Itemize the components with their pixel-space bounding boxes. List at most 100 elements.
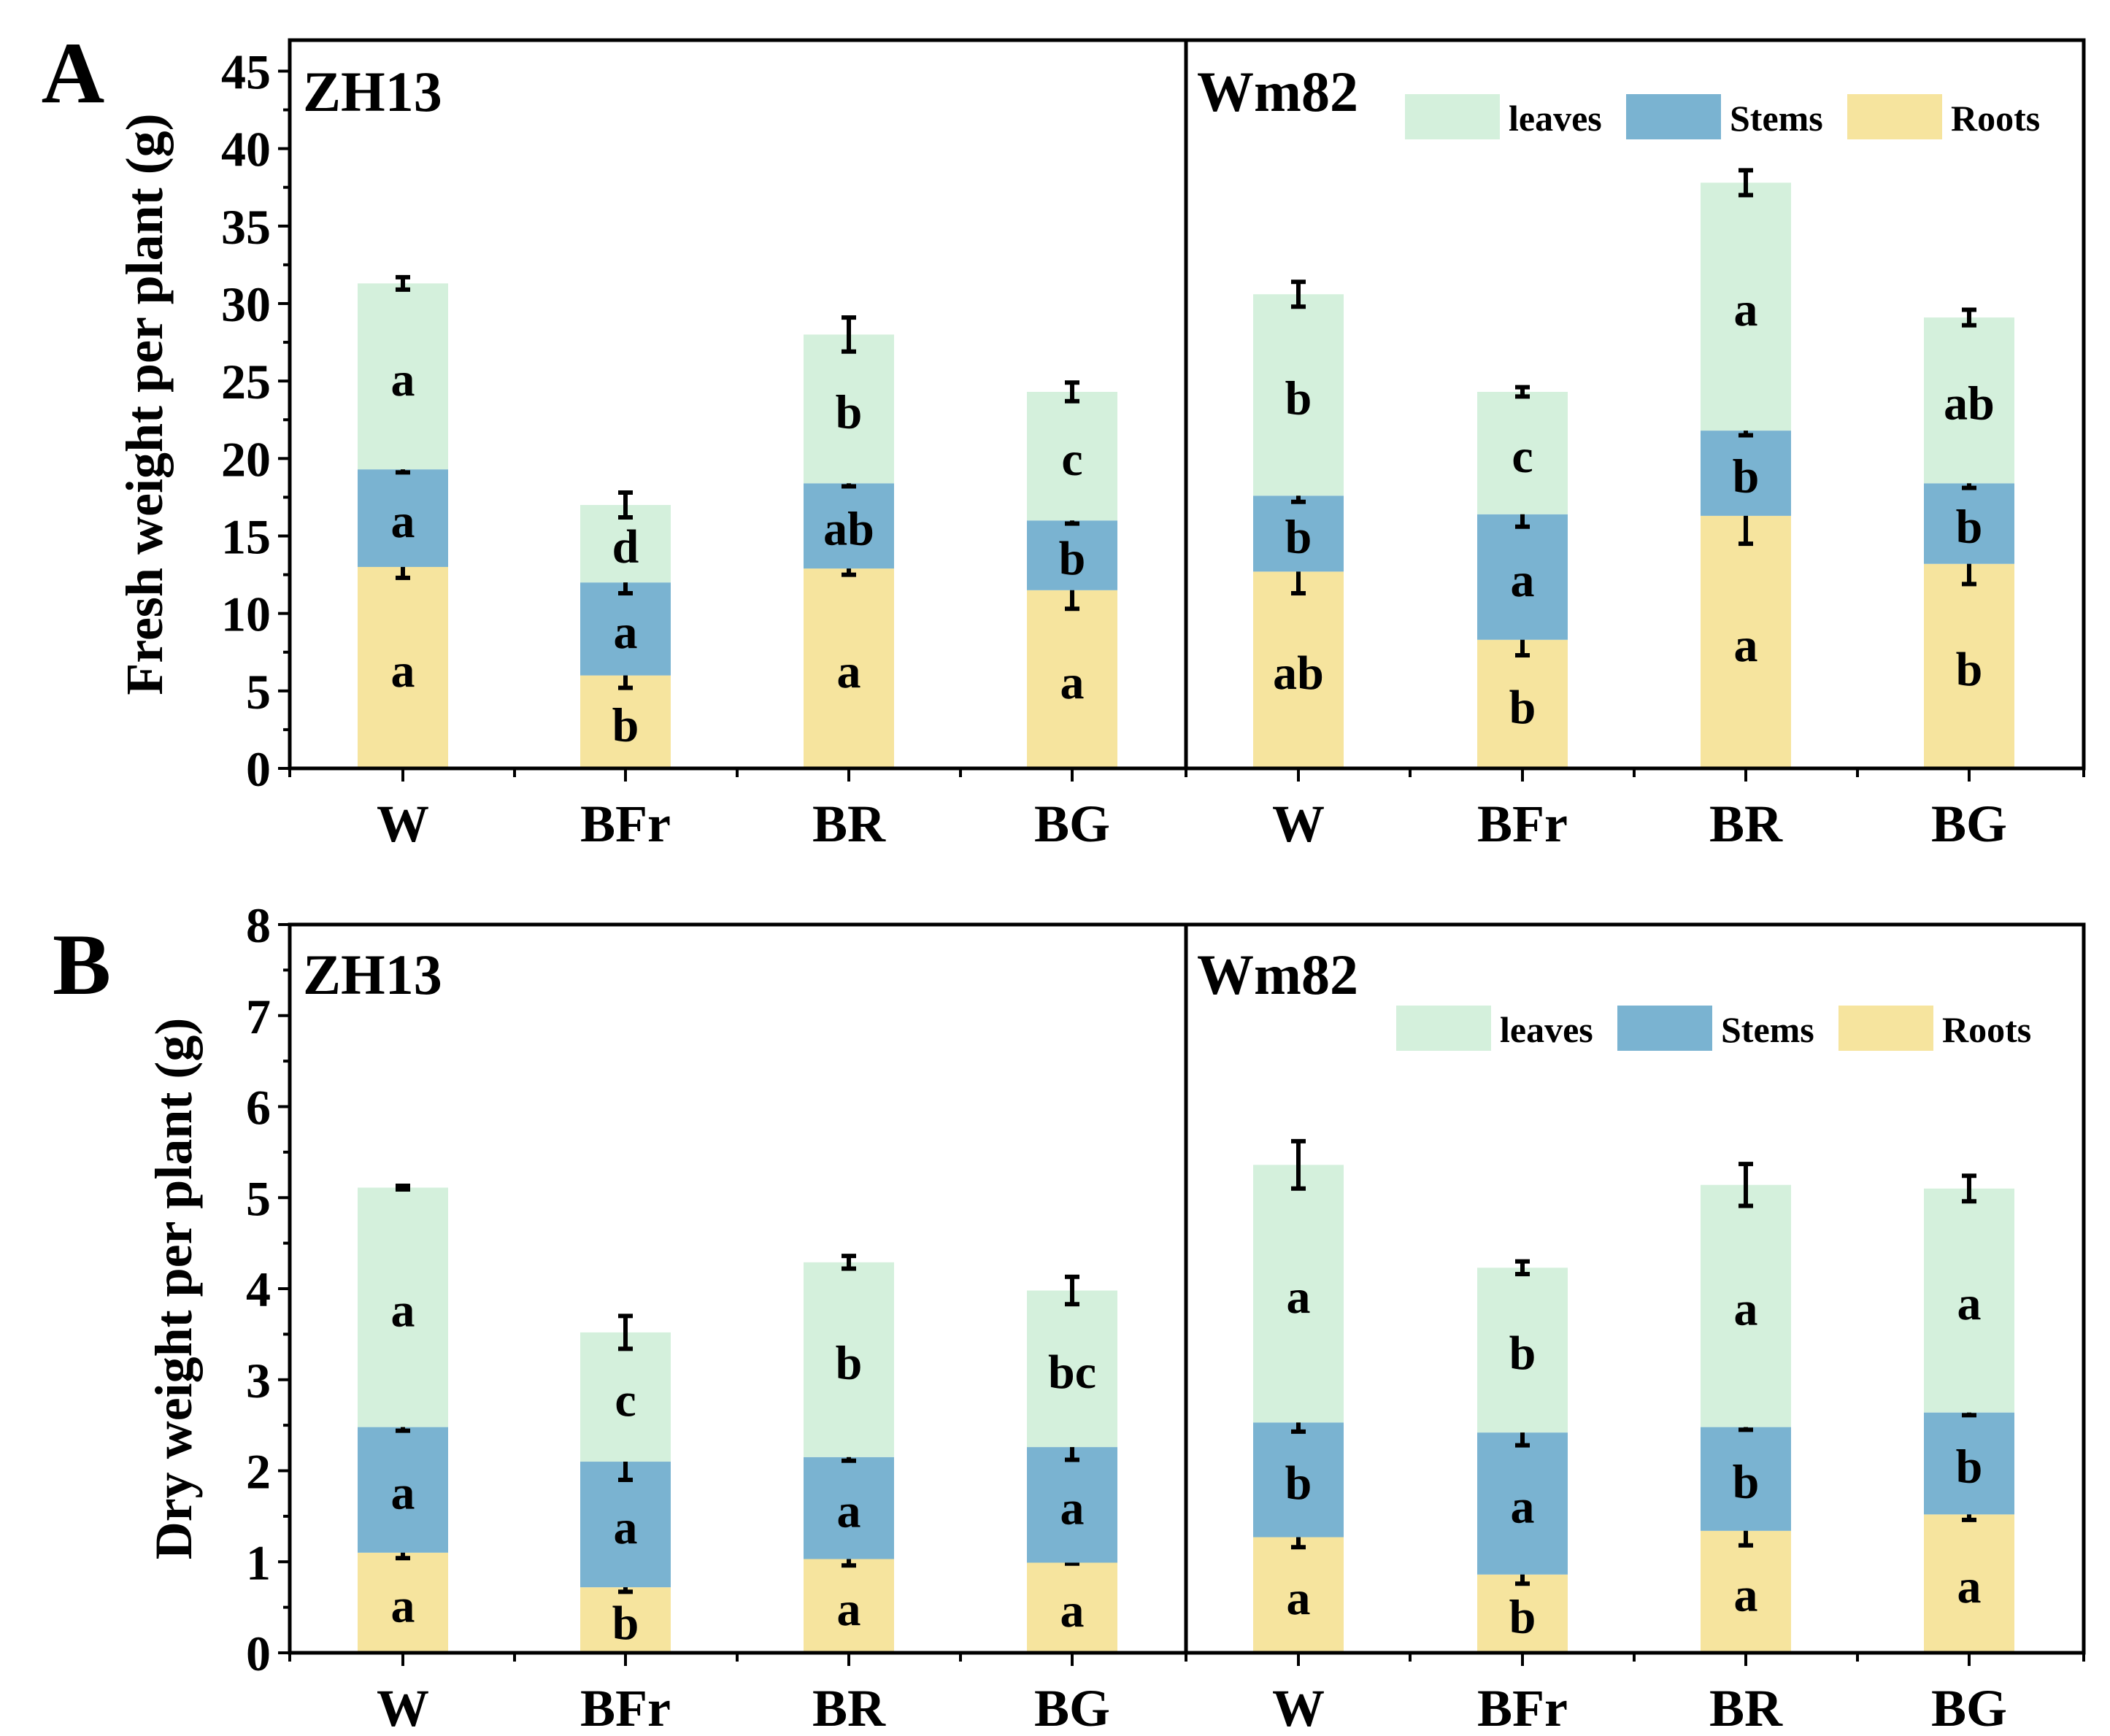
sig-letter: a: [1734, 1568, 1758, 1621]
sig-letter: a: [1511, 1480, 1535, 1533]
x-tick-label: BG: [1931, 1679, 2007, 1736]
bar-ZH13-BFr-roots: [580, 1587, 671, 1653]
sig-letter: a: [1957, 1277, 1982, 1330]
y-tick-label: 2: [246, 1444, 271, 1500]
sig-letter: b: [1956, 643, 1983, 696]
bar-ZH13-BR-leaves: [804, 334, 894, 484]
x-tick-label: BG: [1034, 795, 1110, 853]
sig-letter: a: [1734, 283, 1758, 336]
sig-letter: b: [836, 1336, 863, 1389]
error-bar: [618, 490, 633, 520]
bar-Wm82-BR-roots: [1701, 515, 1791, 768]
x-tick-label: BG: [1034, 1679, 1110, 1736]
sig-letter: c: [1061, 433, 1082, 486]
x-tick-label: W: [1272, 1679, 1325, 1736]
sig-letter: a: [1060, 1584, 1085, 1637]
bar-ZH13-BFr-leaves: [580, 1332, 671, 1462]
bar-ZH13-BG-leaves: [1027, 392, 1117, 521]
sig-letter: a: [391, 1284, 415, 1338]
error-bar: [842, 315, 856, 354]
legend-label: leaves: [1509, 98, 1602, 139]
bar-Wm82-BR-stems: [1701, 431, 1791, 516]
bar-Wm82-BR-leaves: [1701, 182, 1791, 431]
error-bar: [1962, 1173, 1976, 1204]
y-axis-label: Dry weight per plant (g): [145, 1018, 203, 1560]
sig-letter: a: [1734, 1283, 1758, 1336]
sig-letter: a: [614, 1501, 638, 1554]
sig-letter: d: [612, 520, 639, 574]
sig-letter: b: [1956, 501, 1983, 554]
sig-letter: a: [1957, 1560, 1982, 1613]
sig-letter: c: [1512, 430, 1533, 483]
sig-letter: b: [1285, 510, 1312, 563]
y-tick-label: 15: [221, 509, 271, 564]
bar-Wm82-BFr-leaves: [1477, 392, 1568, 514]
bar-ZH13-W-stems: [358, 1427, 448, 1553]
legend-label: Roots: [1942, 1009, 2031, 1050]
y-tick-label: 5: [246, 1170, 271, 1226]
sig-letter: a: [614, 606, 638, 659]
bar-ZH13-W-stems: [358, 469, 448, 567]
x-tick-label: BFr: [1477, 1679, 1568, 1736]
x-tick-label: W: [1272, 795, 1325, 853]
y-tick-label: 7: [246, 989, 271, 1044]
bar-ZH13-BR-roots: [804, 568, 894, 768]
bar-Wm82-BG-roots: [1924, 563, 2014, 768]
bar-Wm82-BR-roots: [1701, 1530, 1791, 1653]
panel-A: aaaWbadBFraabbBRabcBGabbbWbacBFrabaBRbba…: [42, 24, 2086, 853]
sig-letter: b: [1285, 1457, 1312, 1510]
y-tick-label: 5: [246, 664, 271, 720]
sig-letter: a: [1060, 1481, 1085, 1535]
sig-letter: b: [1059, 532, 1086, 585]
sig-letter: bc: [1048, 1346, 1096, 1399]
x-tick-label: BR: [1709, 795, 1783, 853]
x-tick-label: BFr: [1477, 795, 1568, 853]
x-tick-label: BG: [1931, 795, 2007, 853]
sig-letter: b: [836, 385, 863, 439]
error-bar: [1515, 385, 1530, 399]
sig-letter: a: [1734, 619, 1758, 672]
bar-Wm82-W-stems: [1253, 1422, 1344, 1538]
bar-Wm82-BFr-stems: [1477, 1432, 1568, 1575]
bar-ZH13-BR-stems: [804, 1457, 894, 1559]
group-label: ZH13: [303, 60, 442, 123]
sig-letter: a: [391, 495, 415, 548]
sig-letter: a: [391, 1579, 415, 1632]
legend-label: Stems: [1721, 1009, 1814, 1050]
bar-Wm82-BFr-roots: [1477, 639, 1568, 768]
error-bar: [1291, 1138, 1306, 1191]
bar-Wm82-W-roots: [1253, 1537, 1344, 1653]
sig-letter: b: [1733, 1456, 1760, 1509]
sig-letter: b: [1509, 1327, 1536, 1380]
bar-ZH13-BR-roots: [804, 1559, 894, 1653]
y-tick-label: 40: [221, 122, 271, 177]
bar-Wm82-BG-stems: [1924, 1412, 2014, 1515]
legend-swatch-leaves: [1405, 94, 1500, 139]
sig-letter: b: [1285, 371, 1312, 425]
bar-Wm82-W-leaves: [1253, 294, 1344, 496]
y-tick-label: 1: [246, 1535, 271, 1590]
error-bar: [1739, 168, 1753, 198]
legend-label: Roots: [1951, 98, 2040, 139]
legend-swatch-roots: [1847, 94, 1942, 139]
sig-letter: a: [837, 1583, 861, 1636]
y-tick-label: 4: [246, 1262, 271, 1317]
legend-label: leaves: [1500, 1009, 1593, 1050]
sig-letter: ab: [1273, 647, 1324, 700]
bar-ZH13-BFr-stems: [580, 1462, 671, 1588]
sig-letter: b: [1956, 1440, 1983, 1494]
group-label: Wm82: [1197, 943, 1358, 1006]
bar-ZH13-W-leaves: [358, 283, 448, 470]
panel-B: aaaWbacBFraabBRaabcBGabaWbabBFrabaBRabaB…: [53, 898, 2086, 1736]
bar-Wm82-BG-stems: [1924, 483, 2014, 564]
bar-Wm82-BFr-leaves: [1477, 1268, 1568, 1433]
bar-Wm82-BR-leaves: [1701, 1184, 1791, 1427]
y-tick-label: 35: [221, 199, 271, 255]
panel-letter: A: [42, 24, 105, 121]
sig-letter: a: [1287, 1572, 1311, 1625]
x-tick-label: W: [377, 795, 429, 853]
sig-letter: b: [1509, 681, 1536, 734]
error-bar: [396, 1184, 410, 1192]
group-label: ZH13: [303, 943, 442, 1006]
bar-ZH13-BR-stems: [804, 483, 894, 569]
